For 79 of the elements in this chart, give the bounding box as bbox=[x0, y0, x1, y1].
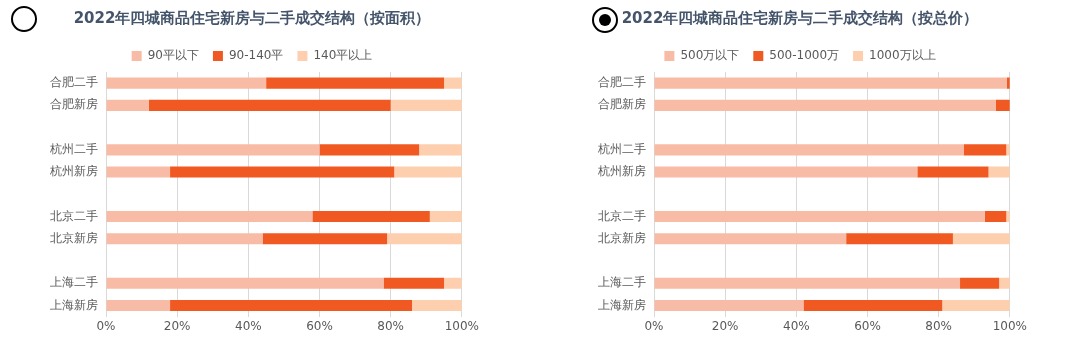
y-tick-label: 北京新房 bbox=[50, 230, 98, 245]
bar bbox=[654, 99, 996, 111]
bar bbox=[654, 144, 964, 156]
legend-label: 500-1000万 bbox=[769, 48, 840, 63]
y-tick-label: 北京二手 bbox=[598, 208, 646, 223]
y-tick-label: 合肥新房 bbox=[598, 97, 646, 112]
bar bbox=[960, 277, 1000, 289]
y-tick-label: 合肥二手 bbox=[598, 75, 646, 90]
bar bbox=[984, 210, 1007, 223]
bar bbox=[654, 233, 847, 245]
bar bbox=[106, 233, 263, 245]
bar bbox=[654, 299, 804, 312]
bar bbox=[106, 77, 267, 89]
bar bbox=[106, 277, 384, 289]
bar bbox=[444, 277, 462, 289]
bar bbox=[952, 233, 1010, 245]
bar bbox=[312, 210, 430, 223]
bar bbox=[170, 166, 395, 178]
bar bbox=[419, 144, 462, 156]
bar bbox=[995, 99, 1010, 111]
bar bbox=[654, 77, 1007, 89]
y-tick-label: 合肥二手 bbox=[50, 75, 98, 90]
bar bbox=[266, 77, 445, 89]
x-tick-label: 40% bbox=[235, 318, 262, 333]
bar bbox=[942, 299, 1010, 312]
bar bbox=[846, 233, 953, 245]
x-tick-label: 20% bbox=[163, 318, 191, 333]
chart-title: 2022年四城商品住宅新房与二手成交结构（按面积） bbox=[73, 8, 431, 27]
y-tick-label: 上海新房 bbox=[598, 297, 646, 312]
y-tick-label: 上海二手 bbox=[50, 275, 98, 290]
x-tick-label: 20% bbox=[711, 318, 739, 333]
bar bbox=[654, 210, 985, 223]
x-tick-label: 60% bbox=[854, 318, 881, 333]
bar bbox=[390, 99, 462, 111]
legend-label: 90-140平 bbox=[228, 48, 284, 63]
legend-label: 1000万以上 bbox=[869, 48, 936, 63]
bar bbox=[963, 144, 1007, 156]
legend-label: 90平以下 bbox=[147, 48, 199, 63]
chart-title: 2022年四城商品住宅新房与二手成交结构（按总价） bbox=[621, 8, 979, 27]
y-tick-label: 杭州二手 bbox=[49, 141, 98, 156]
bar bbox=[106, 299, 171, 312]
y-tick-label: 杭州新房 bbox=[49, 164, 98, 179]
y-tick-label: 上海新房 bbox=[50, 297, 98, 312]
bar bbox=[999, 277, 1010, 289]
x-tick-label: 100% bbox=[444, 318, 479, 333]
x-tick-label: 80% bbox=[925, 318, 953, 333]
bar bbox=[106, 99, 149, 111]
bar bbox=[387, 233, 462, 245]
bar bbox=[262, 233, 388, 245]
y-tick-label: 北京二手 bbox=[50, 208, 98, 223]
bar bbox=[917, 166, 989, 178]
x-tick-label: 0% bbox=[96, 318, 116, 333]
legend-label: 500万以下 bbox=[680, 48, 740, 63]
y-tick-label: 北京新房 bbox=[598, 230, 646, 245]
x-tick-label: 80% bbox=[377, 318, 405, 333]
bar bbox=[429, 210, 462, 223]
bar bbox=[170, 299, 413, 312]
y-tick-label: 上海二手 bbox=[598, 275, 646, 290]
bar bbox=[394, 166, 462, 178]
y-tick-label: 杭州新房 bbox=[597, 164, 646, 179]
x-tick-label: 100% bbox=[992, 318, 1027, 333]
y-tick-label: 杭州二手 bbox=[597, 141, 646, 156]
x-tick-label: 40% bbox=[783, 318, 810, 333]
bar bbox=[106, 166, 171, 178]
x-tick-label: 0% bbox=[644, 318, 664, 333]
legend-label: 140平以上 bbox=[313, 48, 373, 63]
x-tick-label: 60% bbox=[306, 318, 333, 333]
bar bbox=[106, 144, 320, 156]
bar bbox=[148, 99, 391, 111]
bar bbox=[444, 77, 462, 89]
bar bbox=[654, 166, 918, 178]
bar bbox=[412, 299, 462, 312]
bar bbox=[383, 277, 445, 289]
bar bbox=[654, 277, 961, 289]
bar bbox=[988, 166, 1010, 178]
bar bbox=[803, 299, 943, 312]
bar bbox=[319, 144, 420, 156]
y-tick-label: 合肥新房 bbox=[50, 97, 98, 112]
bar bbox=[106, 210, 313, 223]
